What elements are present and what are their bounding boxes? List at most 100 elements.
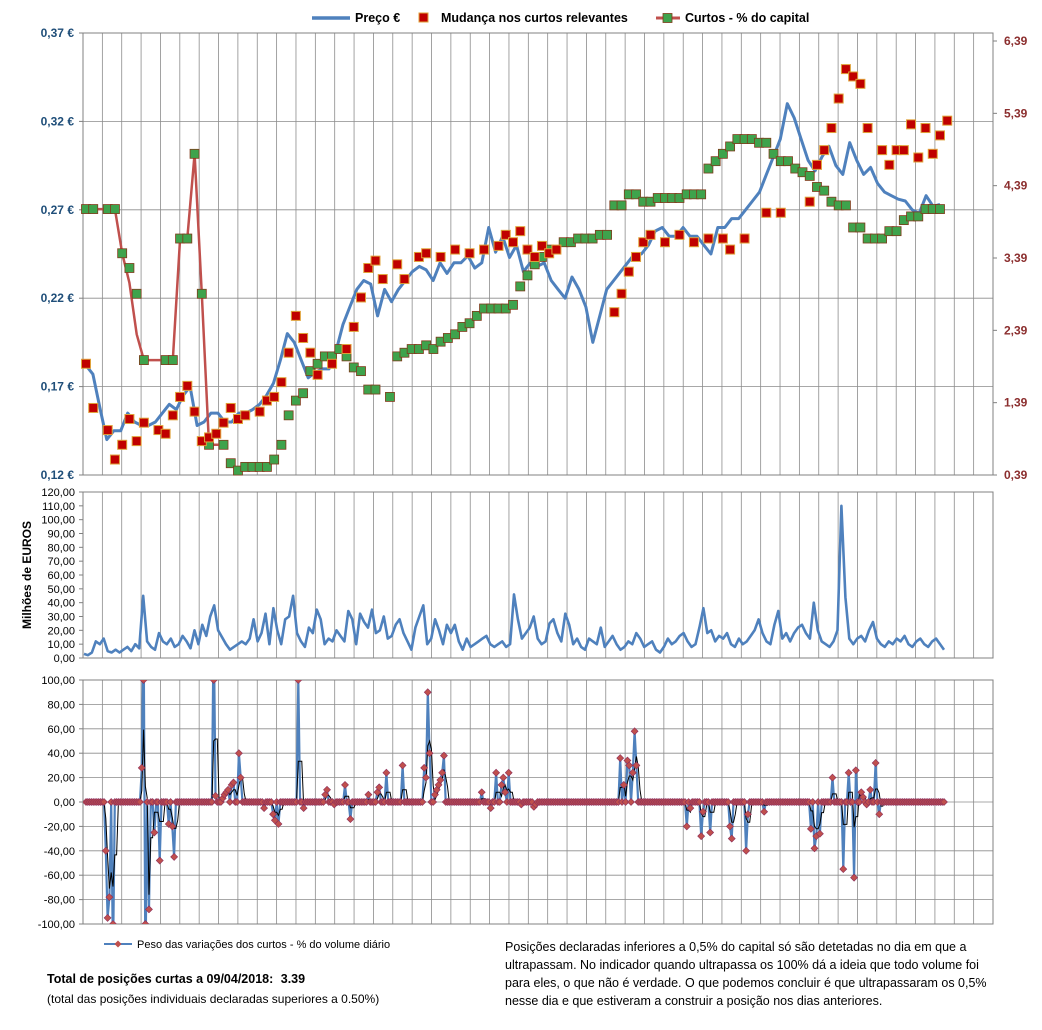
weight-marker	[848, 798, 857, 806]
change-marker	[819, 145, 830, 156]
curtos-marker	[761, 137, 772, 148]
curtos-marker	[696, 189, 707, 200]
explanation-text: Posições declaradas inferiores a 0,5% do…	[505, 940, 987, 1008]
legend-label: Peso das variações dos curtos - % do vol…	[137, 939, 390, 951]
total-shorts-note: Total de posições curtas a 09/04/2018: 3…	[47, 972, 305, 986]
change-marker	[811, 159, 822, 170]
volume-line	[83, 504, 946, 657]
legend-curtos-swatch	[662, 13, 673, 23]
y-right-tick-label: 4,39	[1004, 179, 1028, 193]
y-tick-label: -20,00	[44, 821, 75, 833]
curtos-marker	[710, 156, 721, 167]
change-marker	[717, 233, 728, 244]
curtos-marker	[935, 204, 945, 214]
y-left-tick-label: 0,12 €	[41, 468, 75, 482]
total-shorts-subnote: (total das posições individuais declarad…	[47, 992, 380, 1006]
change-marker	[536, 240, 547, 251]
change-marker	[240, 410, 251, 421]
change-marker	[377, 274, 388, 285]
curtos-marker	[110, 204, 120, 214]
weight-marker	[341, 780, 349, 789]
y-axis-label: Milhões de EUROS	[20, 521, 34, 629]
curtos-marker	[471, 310, 482, 321]
weight-marker	[477, 788, 486, 797]
change-marker	[529, 251, 540, 262]
y-left-tick-label: 0,27 €	[41, 203, 75, 217]
weight-marker	[207, 798, 216, 806]
weight-marker	[145, 905, 153, 914]
y-tick-label: -40,00	[44, 846, 75, 858]
change-marker	[131, 436, 142, 447]
weight-marker	[699, 807, 707, 816]
curtos-marker	[298, 388, 309, 399]
change-marker	[826, 123, 837, 134]
change-marker	[804, 196, 815, 207]
curtos-marker	[768, 148, 779, 159]
weight-marker	[101, 846, 110, 855]
weight-marker	[141, 920, 150, 924]
curtos-marker	[602, 229, 612, 240]
weight-marker	[425, 749, 434, 758]
weight-marker	[166, 798, 175, 806]
y-right-tick-label: 6,39	[1004, 34, 1028, 48]
weight-marker	[492, 768, 501, 777]
weight-marker	[682, 822, 691, 831]
curtos-marker	[616, 200, 627, 211]
weight-marker	[486, 804, 495, 813]
curtos-marker	[841, 200, 851, 211]
curtos-marker	[385, 392, 395, 402]
weight-marker	[686, 804, 695, 813]
weight-marker	[740, 798, 749, 806]
y-tick-label: 40,00	[47, 598, 75, 610]
weight-marker	[267, 798, 276, 806]
change-marker	[551, 244, 562, 255]
y-tick-label: 80,00	[47, 699, 75, 711]
change-marker	[508, 237, 518, 248]
curtos-marker	[182, 233, 193, 244]
curtos-marker	[262, 461, 272, 472]
change-marker	[761, 207, 772, 218]
change-marker	[848, 71, 859, 82]
change-marker	[370, 255, 381, 266]
curtos-marker	[783, 156, 793, 167]
weight-marker	[726, 822, 734, 831]
y-left-tick-label: 0,17 €	[41, 380, 75, 394]
weight-marker	[850, 873, 858, 882]
weight-marker	[103, 913, 112, 922]
weight-marker	[321, 790, 330, 799]
weight-marker	[100, 798, 108, 806]
change-marker	[877, 145, 888, 156]
weight-marker	[150, 828, 159, 837]
change-marker	[739, 233, 750, 244]
change-marker	[616, 288, 627, 299]
curtos-marker	[631, 189, 641, 200]
change-marker	[645, 229, 656, 240]
change-marker	[631, 251, 642, 262]
y-tick-label: -100,00	[38, 919, 75, 931]
weight-marker	[137, 763, 146, 772]
weight-marker	[499, 773, 508, 782]
weight-marker	[260, 804, 268, 813]
weight-marker	[429, 798, 438, 806]
curtos-marker	[312, 358, 323, 369]
weight-marker	[225, 798, 234, 806]
weight-marker	[418, 798, 427, 806]
change-marker	[493, 240, 504, 251]
change-marker	[124, 414, 135, 425]
y-right-tick-label: 1,39	[1004, 396, 1028, 410]
curtos-marker	[428, 344, 439, 354]
weight-marker	[760, 807, 769, 816]
weight-marker	[844, 768, 853, 777]
weight-marker	[170, 852, 179, 861]
y-tick-label: 60,00	[47, 570, 75, 582]
y-right-tick-label: 3,39	[1004, 251, 1028, 265]
y-left-tick-label: 0,32 €	[41, 114, 75, 128]
price-shorts-chart: 0,37 € 0,32 € 0,27 € 0,22 € 0,17 € 0,12 € 6,39…	[41, 26, 1028, 482]
weight-marker	[504, 768, 513, 777]
curtos-marker	[464, 318, 475, 329]
weight-marker	[211, 791, 220, 800]
change-marker	[189, 406, 200, 417]
change-marker	[356, 292, 367, 303]
weight-marker	[229, 778, 238, 787]
